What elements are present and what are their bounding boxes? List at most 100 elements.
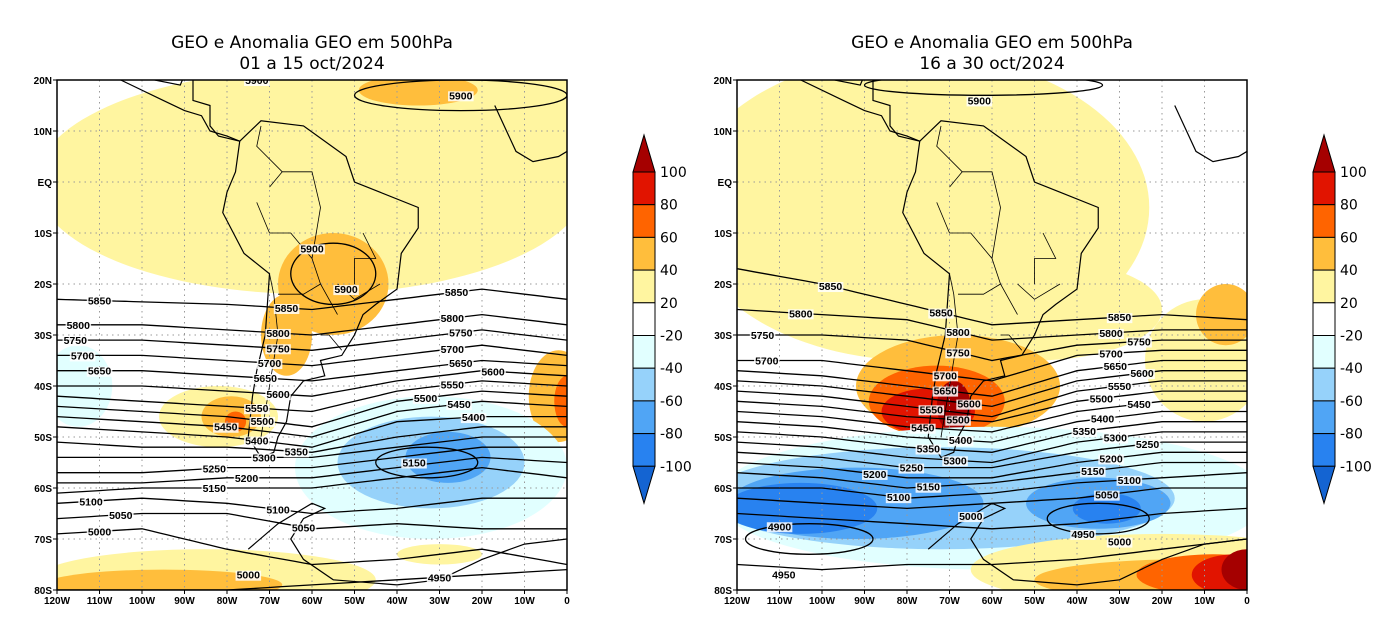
contour-label-bg (86, 366, 113, 377)
contour-label-bg (958, 512, 984, 523)
x-tick-label: 90W (854, 596, 875, 607)
contour-label-bg (86, 527, 113, 538)
contour-label-bg (1080, 466, 1106, 477)
contour-label: 5500 (414, 393, 438, 405)
contour-label-bg (862, 469, 888, 480)
contour-label: 5600 (1130, 368, 1154, 380)
contour-label-bg (62, 336, 89, 347)
x-tick-label: 50W (1024, 596, 1045, 607)
chart-subtitle: 16 a 30 oct/2024 (919, 54, 1064, 74)
contour-label: 5850 (929, 308, 953, 320)
contour-5350 (737, 421, 1247, 453)
contour-label: 5150 (1081, 466, 1105, 478)
contour-5400 (737, 410, 1247, 443)
x-tick-label: 110W (87, 596, 113, 607)
y-tick-label: 20N (714, 76, 732, 87)
colorbar-label: 20 (1340, 296, 1358, 312)
y-tick-label: EQ (38, 178, 53, 189)
contour-label: 5250 (203, 463, 227, 475)
contour-5050 (737, 487, 1247, 510)
x-tick-label: 40W (387, 596, 408, 607)
y-tick-label: 20N (34, 76, 52, 87)
contour-label: 5700 (71, 350, 95, 362)
contour-label-bg (86, 296, 113, 307)
contour-label-bg (1098, 349, 1124, 360)
x-tick-label: 10W (1194, 596, 1215, 607)
contour-label: 4950 (428, 572, 452, 584)
y-tick-label: 70S (34, 535, 52, 546)
contour-label: 5200 (235, 473, 259, 485)
contour-label: 5600 (957, 399, 981, 411)
contour-label: 5050 (292, 522, 316, 534)
contour-label-bg (299, 244, 325, 255)
contour-label: 5650 (1104, 361, 1128, 373)
contour-label-bg (265, 344, 291, 355)
contour-label-bg (788, 309, 814, 320)
contour-5100 (737, 472, 1247, 499)
contour-label-bg (201, 464, 228, 475)
contour-5650 (57, 359, 567, 382)
contour-label-bg (1070, 529, 1096, 540)
contour-label-bg (401, 458, 427, 469)
coastline-antarctica (247, 502, 567, 586)
colorbar-2: 100 80 60 40 20 -20 -40 -60 -80 -100 (1312, 133, 1372, 506)
contour-5100 (57, 497, 567, 515)
contour-label: 5800 (67, 320, 91, 332)
contour-label: 5350 (1073, 426, 1097, 438)
colorbar-label: 60 (1340, 230, 1358, 246)
contour-label: 5150 (203, 483, 227, 495)
y-tick-label: 40S (714, 382, 732, 393)
contour-label-bg (244, 80, 270, 86)
contour-5300 (737, 431, 1247, 464)
closed-contour-4900 (744, 523, 874, 555)
contour-label-bg (201, 484, 228, 494)
contour-5700 (57, 344, 567, 367)
x-tick-label: 120W (724, 596, 751, 607)
contour-label-bg (460, 413, 487, 424)
colorbar-segment (632, 171, 656, 206)
contour-5750 (57, 329, 567, 351)
contour-label-bg (945, 348, 971, 359)
plot-area: 5900585058005750570058505800575057005650… (737, 80, 1247, 590)
contour-label: 5450 (1127, 399, 1151, 411)
contour-label: 5800 (266, 328, 290, 340)
coastline-africa (1174, 105, 1247, 163)
contour-label-bg (915, 444, 942, 455)
contour-label: 5500 (251, 416, 275, 428)
country-border (936, 125, 963, 173)
contour-label-bg (283, 447, 310, 458)
colorbar-segment (1312, 367, 1336, 402)
contour-5850 (57, 288, 567, 311)
contour-4950 (737, 538, 1247, 571)
contour-label: 5750 (266, 343, 290, 355)
contour-label: 5800 (946, 327, 970, 339)
contour-label: 5300 (943, 455, 967, 467)
contour-label-bg (1094, 490, 1120, 501)
contour-label: 5600 (266, 389, 290, 401)
anomaly-shading (528, 350, 567, 443)
x-tick-label: 100W (809, 596, 836, 607)
contour-label: 5400 (949, 435, 973, 447)
contour-label-bg (265, 328, 291, 339)
x-tick-label: 80W (217, 596, 238, 607)
colorbar-segment (1312, 171, 1336, 206)
contour-label: 5550 (441, 379, 465, 391)
x-tick-label: 70W (939, 596, 960, 607)
colorbar-segment (1312, 302, 1336, 336)
contour-label-bg (108, 510, 134, 521)
contour-label-bg (1106, 537, 1133, 548)
country-border (958, 283, 1001, 295)
contour-label-bg (956, 399, 982, 410)
contour-label-bg (256, 359, 283, 370)
colorbar-label: 60 (660, 230, 678, 246)
colorbar-label: -80 (1340, 427, 1363, 443)
contour-label: 5100 (79, 496, 103, 508)
y-tick-label: 40S (34, 382, 52, 393)
contour-label: 4950 (772, 570, 796, 582)
x-tick-label: 40W (1067, 596, 1088, 607)
contour-label-bg (480, 367, 506, 378)
closed-contour-5900 (863, 80, 1104, 96)
contour-label: 5250 (1136, 439, 1160, 451)
coastline-south-america (902, 120, 1099, 459)
